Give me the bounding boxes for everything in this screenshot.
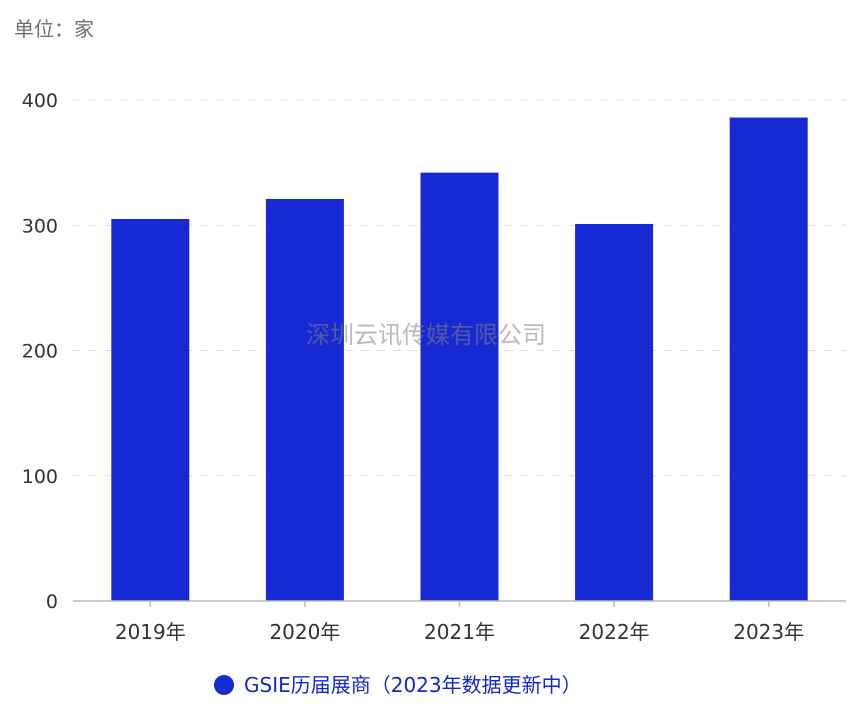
x-tick-label: 2019年	[115, 620, 186, 644]
bar[interactable]	[265, 198, 344, 601]
legend-label: GSIE历届展商（2023年数据更新中）	[244, 673, 582, 697]
watermark-text: 深圳云讯传媒有限公司	[306, 321, 546, 349]
x-tick-label: 2020年	[269, 620, 340, 644]
x-tick-label: 2021年	[424, 620, 495, 644]
bar[interactable]	[575, 223, 654, 601]
legend[interactable]: GSIE历届展商（2023年数据更新中）	[214, 673, 582, 697]
bars	[111, 117, 808, 602]
x-tick-label: 2023年	[733, 620, 804, 644]
y-tick-label: 300	[22, 215, 58, 237]
x-tick-label: 2022年	[579, 620, 650, 644]
unit-label: 单位：家	[14, 17, 94, 41]
y-tick-label: 100	[22, 466, 58, 488]
x-axis-ticks: 2019年 2020年 2021年 2022年 2023年	[115, 601, 804, 644]
legend-marker-icon	[214, 675, 234, 695]
y-axis-ticks: 0 100 200 300 400	[22, 90, 58, 613]
y-tick-label: 0	[46, 591, 58, 613]
y-tick-label: 400	[22, 90, 58, 112]
y-tick-label: 200	[22, 341, 58, 363]
bar[interactable]	[420, 172, 499, 601]
bar[interactable]	[111, 218, 190, 602]
bar[interactable]	[729, 117, 808, 601]
